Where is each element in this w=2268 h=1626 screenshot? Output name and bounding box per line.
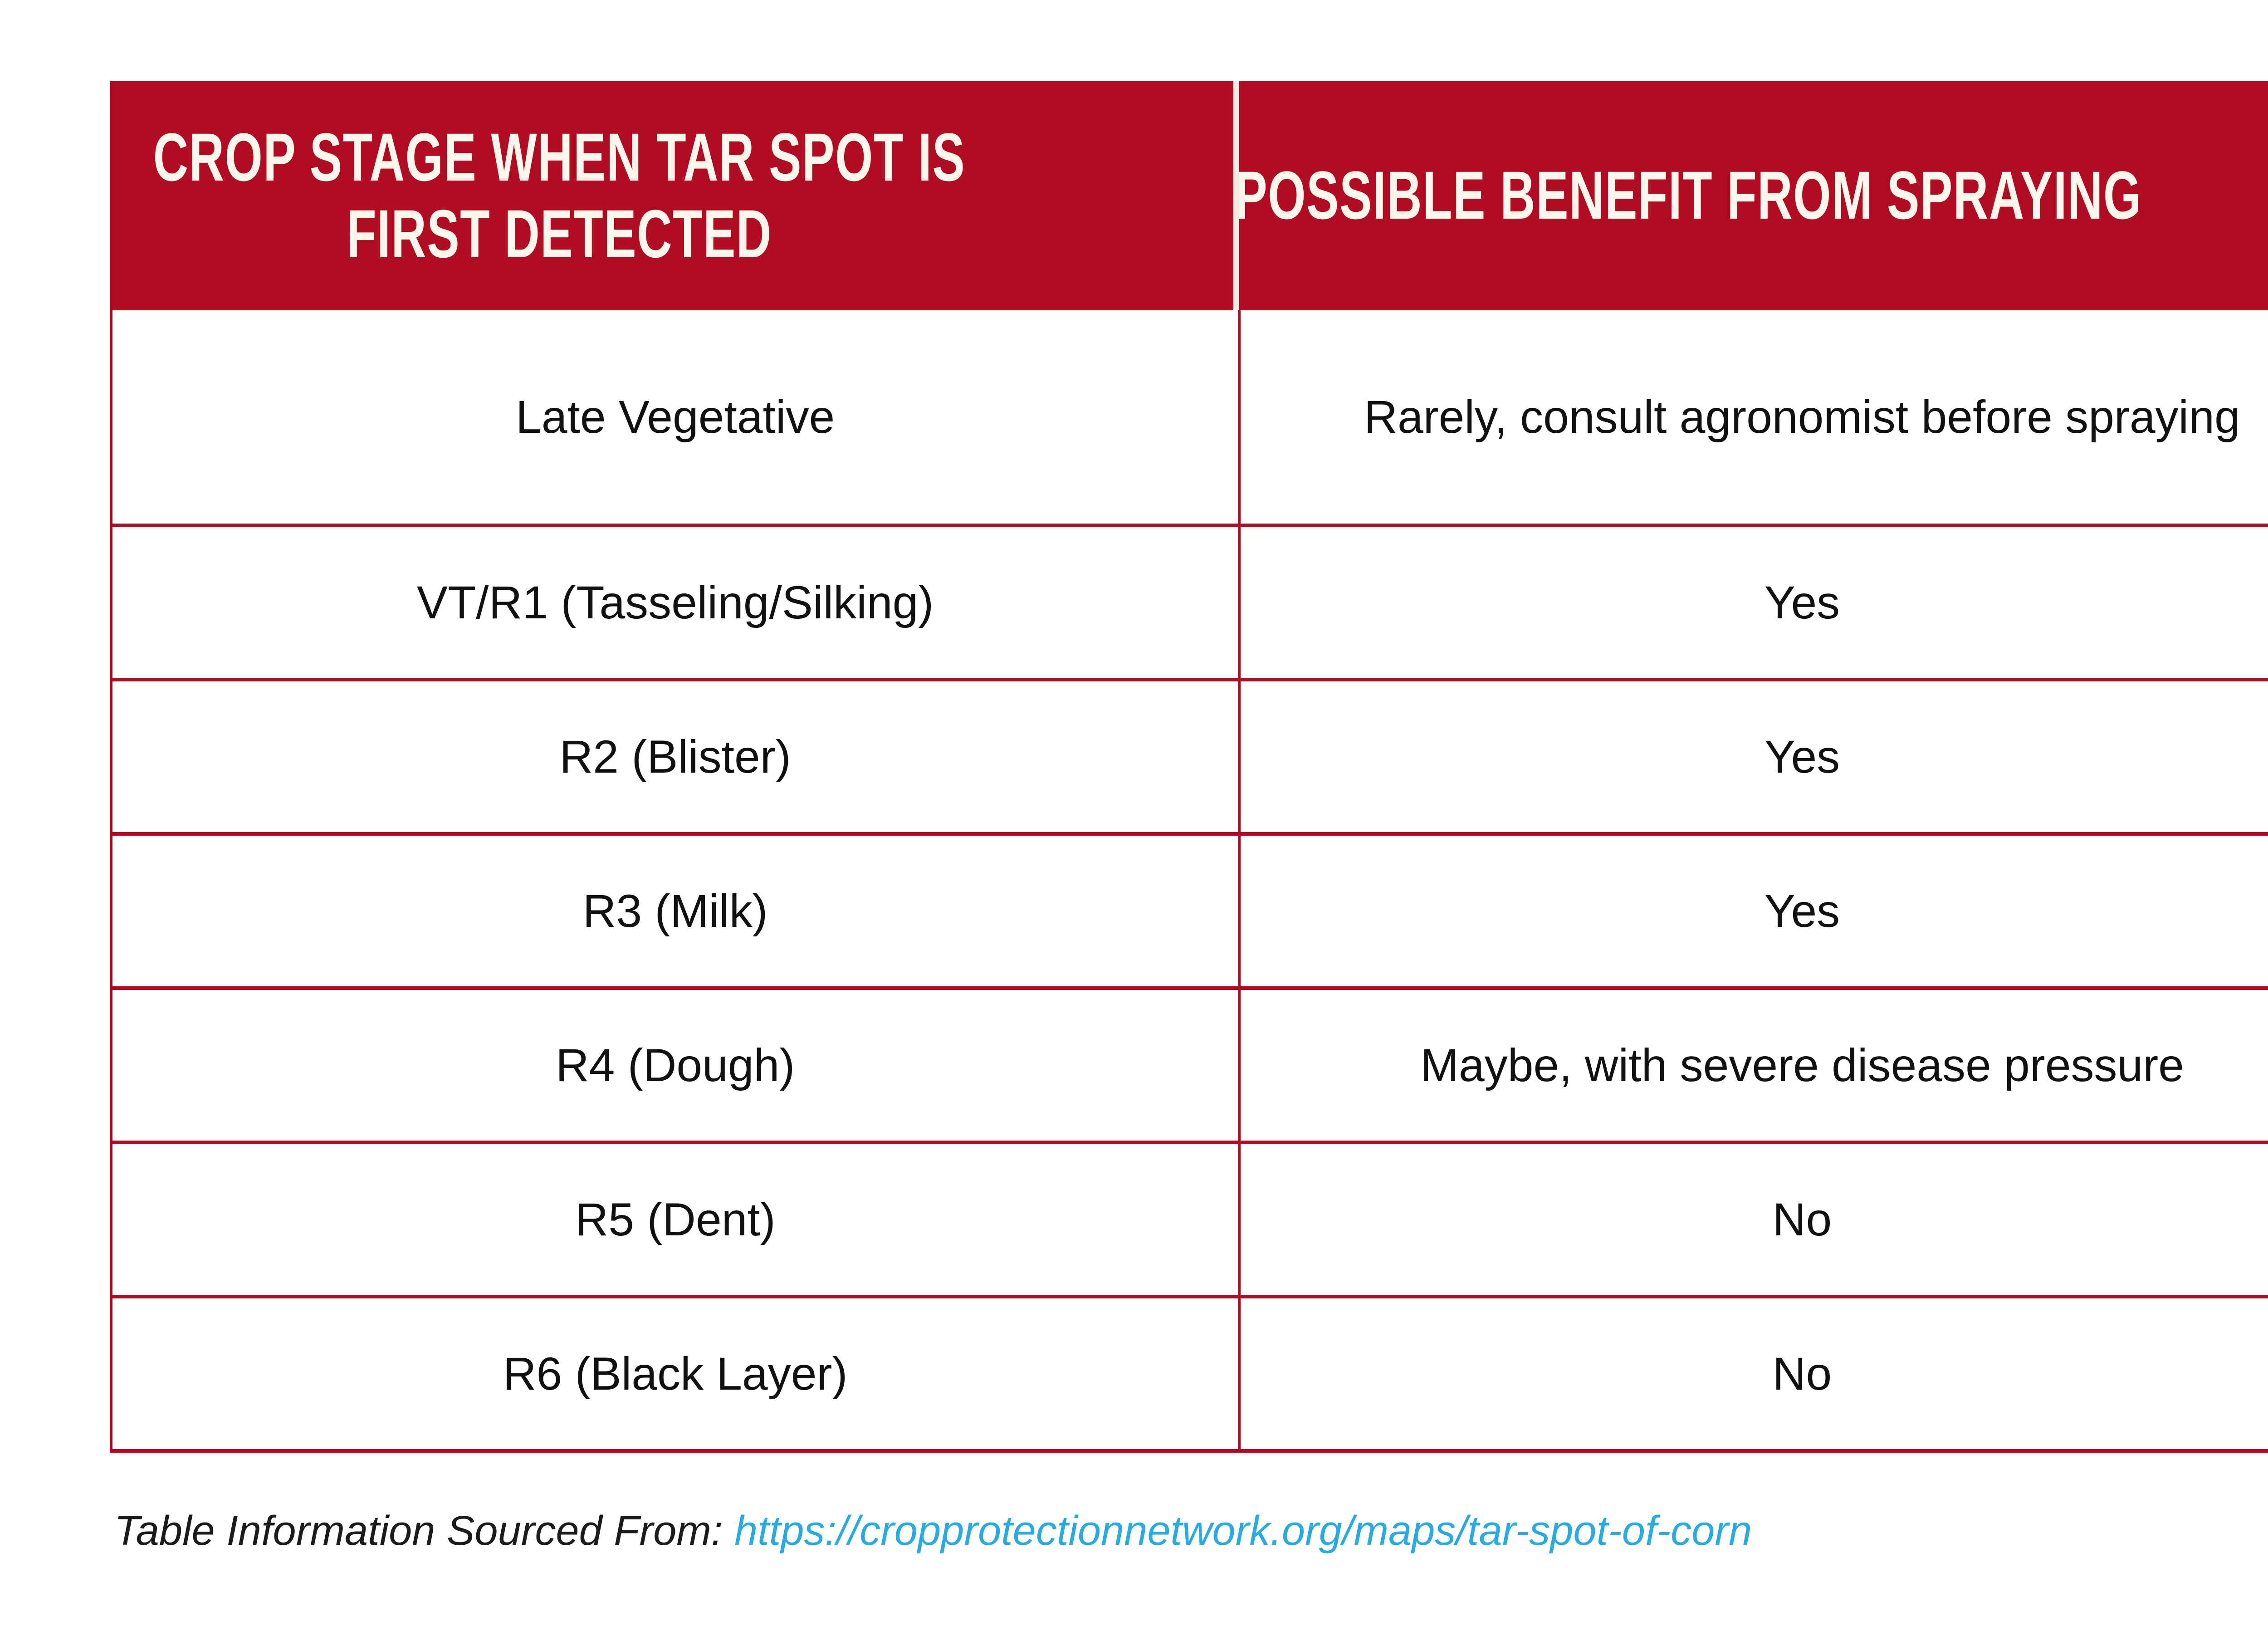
cell-benefit: No — [1238, 1298, 2268, 1449]
cell-crop-stage: R2 (Blister) — [559, 730, 791, 783]
cell-crop-stage: Late Vegetative — [516, 391, 835, 443]
cell-crop-stage: R4 (Dough) — [556, 1039, 795, 1091]
source-label: Table Information Sourced From: — [114, 1508, 735, 1554]
header-possible-benefit-label: POSSIBLE BENEFIT FROM SPRAYING — [1239, 157, 2142, 234]
table-row: R3 (Milk) Yes No second spray needed — [112, 832, 2268, 986]
table-row: Late Vegetative Rarely, consult agronomi… — [112, 310, 2268, 524]
source-note: Table Information Sourced From: https://… — [114, 1507, 1752, 1555]
header-crop-stage-label: CROP STAGE WHEN TAR SPOT IS FIRST DETECT… — [153, 118, 965, 272]
header-crop-stage: CROP STAGE WHEN TAR SPOT IS FIRST DETECT… — [110, 81, 1233, 310]
cell-benefit: Rarely, consult agronomist before sprayi… — [1238, 310, 2268, 524]
cell-crop-stage: R6 (Black Layer) — [503, 1347, 848, 1400]
source-link[interactable]: https://cropprotectionnetwork.org/maps/t… — [734, 1508, 1752, 1554]
cell-benefit: No — [1238, 1144, 2268, 1295]
cell-crop-stage: R3 (Milk) — [582, 885, 768, 937]
table-row: R4 (Dough) Maybe, with severe disease pr… — [112, 986, 2268, 1141]
table-row: R2 (Blister) Yes Less likely to need a s… — [112, 678, 2268, 832]
cell-benefit: Yes — [1238, 527, 2268, 678]
table-row: VT/R1 (Tasseling/Silking) Yes May need a… — [112, 524, 2268, 678]
cell-benefit: Yes — [1238, 681, 2268, 832]
cell-benefit: Yes — [1238, 836, 2268, 986]
header-possible-benefit: POSSIBLE BENEFIT FROM SPRAYING — [1239, 81, 2268, 310]
cell-crop-stage: VT/R1 (Tasseling/Silking) — [416, 576, 934, 628]
table-row: R5 (Dent) No No second spray needed — [112, 1141, 2268, 1295]
table-header-row: CROP STAGE WHEN TAR SPOT IS FIRST DETECT… — [110, 81, 2268, 310]
table-row: R6 (Black Layer) No — [112, 1295, 2268, 1449]
tar-spot-table: CROP STAGE WHEN TAR SPOT IS FIRST DETECT… — [110, 81, 2268, 1453]
cell-crop-stage: R5 (Dent) — [575, 1193, 776, 1245]
table-body: Late Vegetative Rarely, consult agronomi… — [110, 310, 2268, 1453]
cell-benefit: Maybe, with severe disease pressure — [1238, 990, 2268, 1141]
